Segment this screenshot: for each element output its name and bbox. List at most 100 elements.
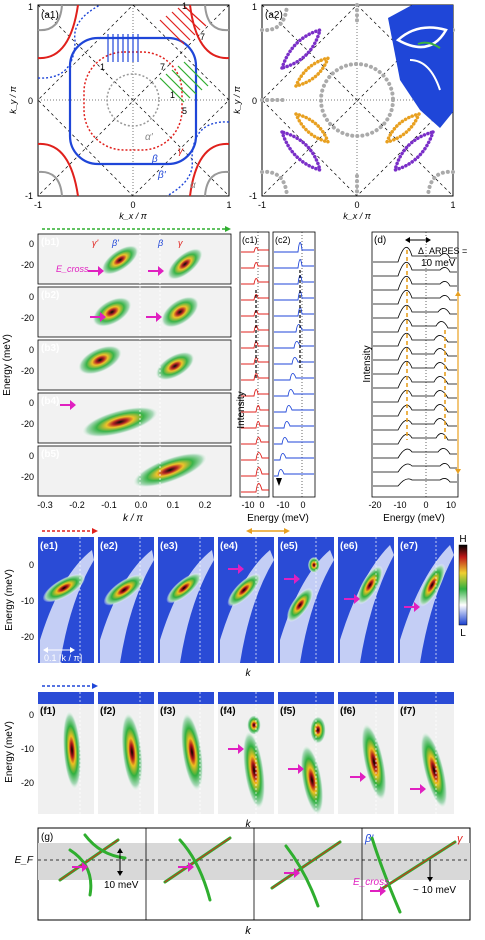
ylabel: k_y / π: [8, 85, 18, 114]
ytick: -20: [21, 778, 34, 788]
panel-a2: (a2) 1 0 -1 -1 0 1 k_x / π k_y / π: [232, 2, 456, 221]
ytick: 0: [29, 560, 34, 570]
band-label-beta: β: [151, 154, 158, 165]
ytick: -1: [249, 191, 257, 201]
band-label-gamma: γ: [457, 833, 464, 845]
band-label-gamma: γ: [178, 238, 183, 248]
ytick: 1: [252, 2, 257, 12]
xlabel: k: [245, 925, 251, 937]
cut-label: 7: [160, 62, 165, 72]
xtick: 1: [450, 200, 455, 210]
tag-d: (d): [374, 235, 386, 246]
xtick: -10: [393, 500, 406, 510]
shift-label: ~ 10 meV: [413, 885, 456, 896]
xtick: 0: [259, 500, 264, 510]
tag-f2: (f2): [100, 706, 116, 717]
band-label-gamma-prime: γ': [92, 238, 99, 248]
xtick: 1: [226, 200, 231, 210]
band-label-alpha: α: [190, 180, 196, 191]
tag-b3: (b3): [41, 343, 59, 354]
ylabel: Energy (meV): [2, 334, 13, 396]
xtick: -0.3: [37, 500, 53, 510]
tag-e7: (e7): [400, 541, 418, 552]
ytick: -20: [21, 366, 34, 376]
band-label-gamma: γ: [178, 146, 184, 157]
xlabel: k: [246, 668, 252, 679]
ytick: -1: [25, 191, 33, 201]
cut-label: 1: [100, 62, 105, 72]
ecross-label: E_cross: [56, 264, 89, 274]
ylabel: Energy (meV): [4, 721, 15, 783]
tag-f6: (f6): [340, 706, 356, 717]
xtick: -0.1: [101, 500, 117, 510]
tag-f4: (f4): [220, 706, 236, 717]
tag-g: (g): [41, 832, 53, 843]
ytick: -10: [21, 744, 34, 754]
ytick: -20: [21, 472, 34, 482]
xlabel: Energy (meV): [247, 513, 309, 524]
xlabel: k: [246, 819, 252, 830]
ytick: 0: [29, 710, 34, 720]
ylabel: Intensity: [236, 391, 247, 428]
ylabel: Energy (meV): [4, 569, 15, 631]
delta-value: 10 meV: [421, 258, 456, 269]
ytick: -20: [21, 419, 34, 429]
xtick: 0: [300, 500, 305, 510]
tag-e5: (e5): [280, 541, 298, 552]
panel-e: (e1) (e2) (e3) (e4) (e5) (e6) (e7) 0.1 […: [4, 528, 468, 679]
ytick: -20: [21, 313, 34, 323]
ytick: 0: [29, 292, 34, 302]
xlabel: k_x / π: [343, 211, 372, 221]
xtick: 0.1: [167, 500, 180, 510]
tag-e1: (e1): [40, 541, 58, 552]
cut-label: 5: [182, 106, 187, 116]
xtick: -0.2: [69, 500, 85, 510]
ytick: 1: [28, 2, 33, 12]
ytick: -20: [21, 260, 34, 270]
xtick: 0: [130, 200, 135, 210]
tag-b5: (b5): [41, 449, 59, 460]
ecross-label: E_cross: [353, 877, 389, 888]
colorbar-high: H: [459, 534, 466, 545]
delta-label: Δ_ARPES =: [418, 246, 467, 256]
tag-e4: (e4): [220, 541, 238, 552]
xtick: 0: [354, 200, 359, 210]
ytick: 0: [29, 451, 34, 461]
cut-label: 1: [170, 90, 175, 100]
band-label-beta: β: [157, 238, 163, 248]
ytick: 0: [29, 239, 34, 249]
xtick: 0: [423, 500, 428, 510]
tag-f3: (f3): [160, 706, 176, 717]
band-label-beta-prime: β': [157, 170, 167, 181]
band-label-beta-prime: β': [364, 833, 374, 845]
colorbar-low: L: [460, 628, 466, 639]
xlabel: Energy (meV): [383, 513, 445, 524]
tag-b1: (b1): [41, 237, 59, 248]
tag-a2: (a2): [265, 10, 283, 21]
ef-label: E_F: [15, 855, 34, 866]
panel-c: (c1) (c2) Intensity -10 0 -10 0 Energy (…: [236, 231, 316, 524]
tag-b4: (b4): [41, 396, 59, 407]
ytick: 0: [28, 96, 33, 106]
xlabel: k / π: [123, 513, 143, 524]
cut-label: 7: [200, 32, 205, 42]
panel-d: (d) Δ_ARPES = 10 meV Intensity -20 -10 0…: [362, 231, 467, 524]
ytick: 0: [29, 345, 34, 355]
panel-b: (b1) (b2) (b3) (b4) (b5) γ' β' β γ E_cro…: [2, 226, 232, 524]
ytick: -10: [21, 596, 34, 606]
xtick: 0.0: [135, 500, 148, 510]
panel-f: (f1) (f2) (f3) (f4) (f5) (f6) (f7) 0 -10…: [4, 683, 454, 830]
colorbar: [458, 544, 468, 626]
tag-a1: (a1): [41, 10, 59, 21]
ylabel: Intensity: [362, 345, 373, 382]
tag-b2: (b2): [41, 290, 59, 301]
ytick: 0: [29, 398, 34, 408]
xtick: -1: [258, 200, 266, 210]
xlabel: k_x / π: [119, 211, 148, 221]
b-strips: [37, 233, 232, 497]
tag-c2: (c2): [275, 235, 291, 245]
tag-e2: (e2): [100, 541, 118, 552]
panel-g: (g) E_F 10 meV β' γ E_cross ~ 10 meV k: [15, 827, 471, 937]
cut-label: 1: [182, 1, 187, 11]
